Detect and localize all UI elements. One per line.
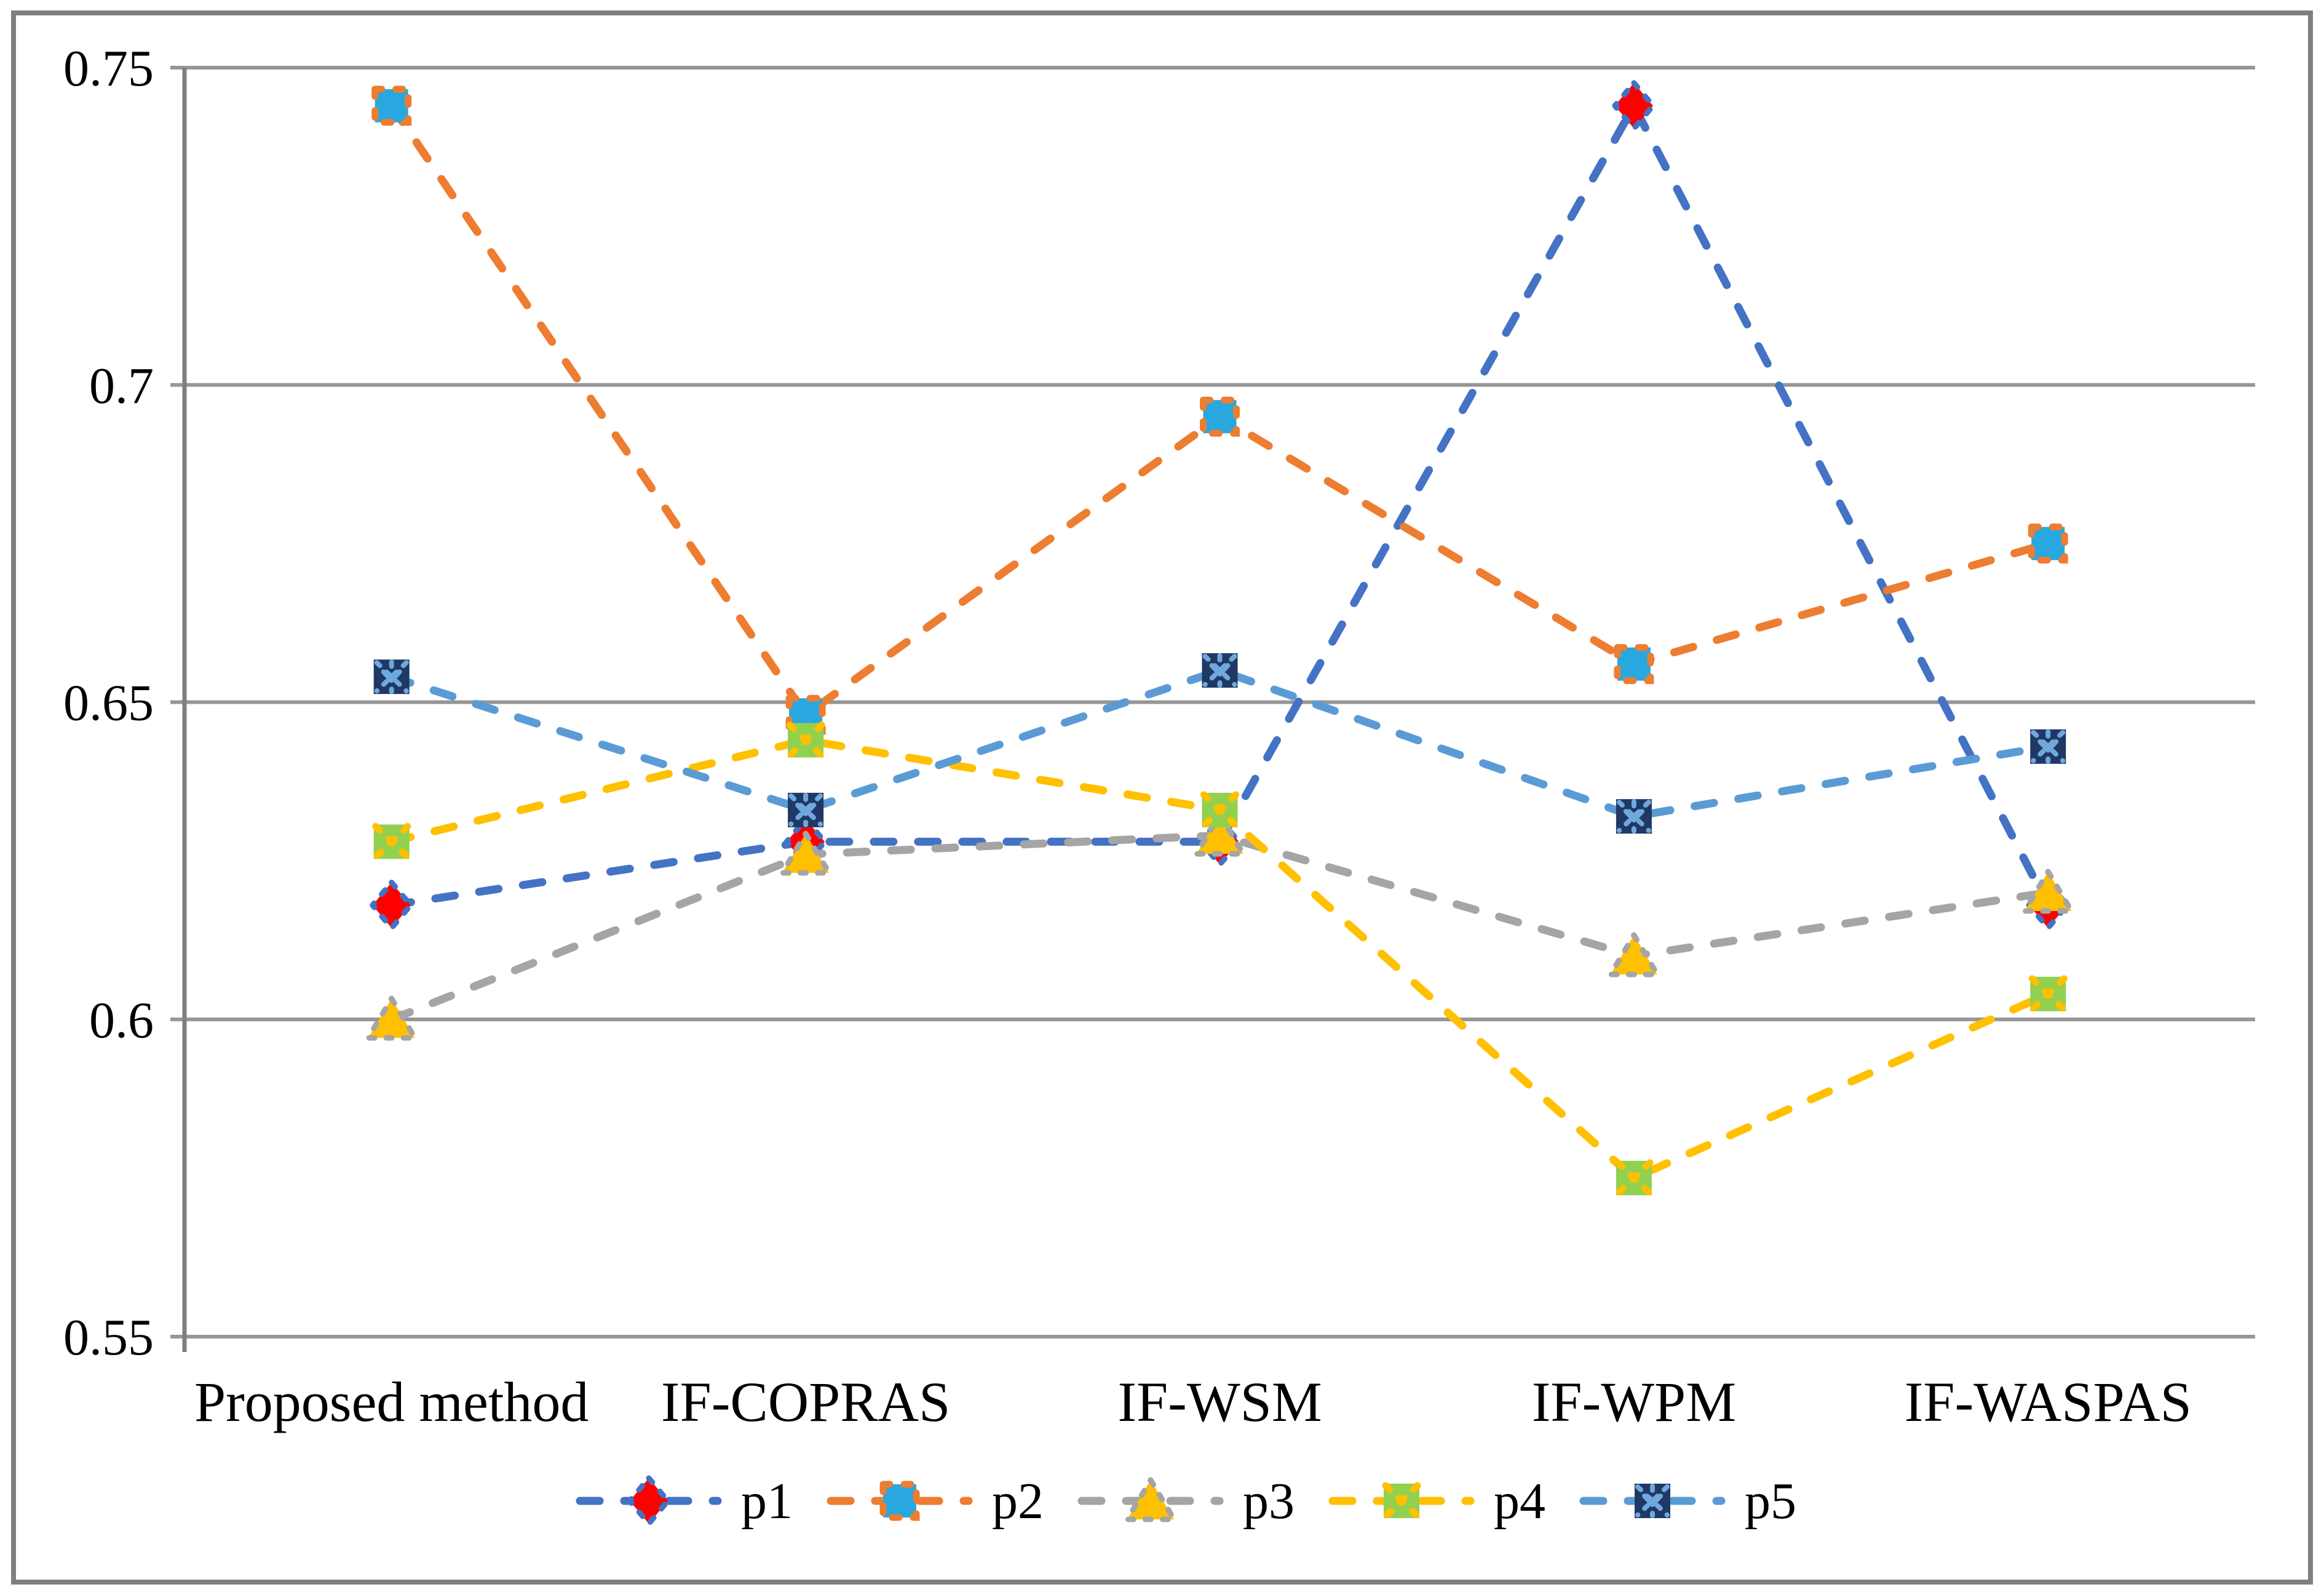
data-point-marker-legend-p5 xyxy=(1635,1484,1670,1518)
data-point-marker-legend-p4 xyxy=(1382,1482,1421,1520)
x-axis-labels: Proposed method IF-COPRAS IF-WSM IF-WPM IF-W… xyxy=(194,1370,2192,1433)
diamond-marker-icon xyxy=(370,880,414,931)
star-glyph-icon xyxy=(788,792,823,827)
y-tick-label: 0.55 xyxy=(63,1309,154,1366)
star-glyph-icon xyxy=(374,659,409,694)
legend-label: p5 xyxy=(1745,1473,1796,1530)
x-glyph-icon xyxy=(1382,1482,1421,1520)
x-glyph-icon xyxy=(2028,975,2068,1013)
legend-item-p3: p3 xyxy=(1077,1473,1295,1530)
data-point-marker-p5-3 xyxy=(1616,799,1652,834)
square-marker-icon xyxy=(2028,523,2068,564)
x-glyph-icon xyxy=(786,721,825,759)
triangle-marker-icon xyxy=(2021,869,2074,914)
data-point-marker-p5-0 xyxy=(373,659,410,694)
data-point-marker-p5-4 xyxy=(2030,729,2066,764)
data-point-marker-p2-3 xyxy=(1614,644,1654,685)
gridlines xyxy=(170,66,2255,1338)
y-tick-label: 0.7 xyxy=(89,357,154,415)
legend-item-p5: p5 xyxy=(1579,1473,1796,1530)
legend-label: p2 xyxy=(992,1473,1044,1530)
chevron-glyph-icon xyxy=(1623,809,1644,823)
data-point-marker-p1-0 xyxy=(370,880,414,931)
x-tick-label: IF-WASPAS xyxy=(1905,1370,2192,1433)
triangle-marker-icon xyxy=(365,995,418,1041)
chevron-glyph-icon xyxy=(381,669,402,683)
y-tick-label: 0.75 xyxy=(63,40,154,97)
data-point-marker-p4-2 xyxy=(1200,791,1239,829)
x-tick-label: IF-WPM xyxy=(1532,1370,1736,1433)
x-tick-label: IF-COPRAS xyxy=(661,1370,950,1433)
data-point-marker-p2-4 xyxy=(2028,523,2068,564)
square-marker-icon xyxy=(1614,644,1654,685)
data-point-marker-legend-p3 xyxy=(1124,1477,1177,1522)
chevron-glyph-icon xyxy=(2037,739,2059,753)
triangle-marker-icon xyxy=(1608,932,1660,977)
legend-item-p1: p1 xyxy=(576,1473,793,1530)
series-p3 xyxy=(365,811,2074,1041)
star-glyph-icon xyxy=(2031,729,2066,764)
legend-label: p4 xyxy=(1494,1473,1545,1530)
legend-label: p3 xyxy=(1243,1473,1295,1530)
series-group xyxy=(365,80,2074,1197)
square-marker-icon xyxy=(879,1481,920,1521)
data-point-marker-p5-1 xyxy=(788,792,824,827)
data-point-marker-p5-2 xyxy=(1202,653,1238,688)
series-p5 xyxy=(373,653,2066,834)
legend-item-p4: p4 xyxy=(1328,1473,1545,1530)
data-point-marker-p1-3 xyxy=(1612,80,1656,132)
y-tick-label: 0.65 xyxy=(63,675,154,732)
data-point-marker-legend-p1 xyxy=(627,1475,671,1527)
data-point-marker-p3-0 xyxy=(365,995,418,1041)
data-point-marker-p4-1 xyxy=(786,721,825,759)
square-marker-icon xyxy=(371,86,412,126)
triangle-marker-icon xyxy=(1124,1477,1177,1522)
chevron-glyph-icon xyxy=(1209,662,1231,677)
chevron-glyph-icon xyxy=(1642,1494,1663,1507)
triangle-marker-icon xyxy=(779,830,832,876)
diamond-marker-icon xyxy=(627,1475,671,1527)
chevron-glyph-icon xyxy=(795,802,817,816)
star-glyph-icon xyxy=(1202,653,1237,688)
series-p4 xyxy=(372,721,2068,1197)
data-point-marker-p3-4 xyxy=(2021,869,2074,914)
square-marker-icon xyxy=(1200,396,1240,437)
data-point-marker-p4-4 xyxy=(2028,975,2068,1013)
data-point-marker-p4-0 xyxy=(372,822,411,861)
data-point-marker-p3-2 xyxy=(1194,811,1246,857)
figure-border xyxy=(11,10,2313,1585)
legend-item-p2: p2 xyxy=(827,1473,1044,1530)
x-glyph-icon xyxy=(1614,1159,1654,1197)
y-axis-labels: 0.55 0.6 0.65 0.7 0.75 xyxy=(63,40,154,1366)
y-tick-label: 0.6 xyxy=(89,992,154,1049)
x-glyph-icon xyxy=(1200,791,1239,829)
x-tick-label: IF-WSM xyxy=(1117,1370,1322,1433)
data-point-marker-p2-2 xyxy=(1200,396,1240,437)
triangle-marker-icon xyxy=(1194,811,1246,857)
legend: p1 p2 p3 p4 p5 xyxy=(576,1473,1796,1530)
data-point-marker-legend-p2 xyxy=(879,1481,920,1521)
data-point-marker-p4-3 xyxy=(1614,1159,1654,1197)
series-p2 xyxy=(371,86,2068,735)
star-glyph-icon xyxy=(1635,1484,1670,1518)
data-point-marker-p3-3 xyxy=(1608,932,1660,977)
x-glyph-icon xyxy=(372,822,411,861)
data-point-marker-p2-0 xyxy=(371,86,412,126)
legend-label: p1 xyxy=(741,1473,793,1530)
data-point-marker-p3-1 xyxy=(779,830,832,876)
series-line-p1 xyxy=(387,101,2052,910)
star-glyph-icon xyxy=(1616,799,1651,834)
diamond-marker-icon xyxy=(1612,80,1656,132)
x-tick-label: Proposed method xyxy=(194,1370,589,1433)
